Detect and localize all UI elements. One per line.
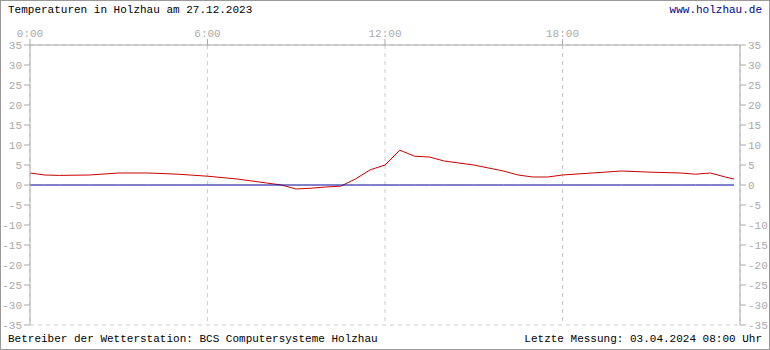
html-text:Temperaturen in Holzhau am 27.: Temperaturen in Holzhau am 27.12.2023 — [8, 4, 253, 16]
html-text:www.holzhau.de: www.holzhau.de — [669, 4, 762, 16]
html-text:Betreiber der Wetterstation: B: Betreiber der Wetterstation: BCS Compute… — [8, 333, 378, 345]
svg-text:12:00: 12:00 — [368, 28, 401, 40]
svg-text:5: 5 — [748, 160, 755, 172]
svg-text:18:00: 18:00 — [546, 28, 579, 40]
svg-text:-35: -35 — [8, 320, 22, 332]
svg-text:6:00: 6:00 — [194, 28, 220, 40]
svg-text:35: 35 — [9, 40, 22, 52]
svg-text:30: 30 — [9, 60, 22, 72]
svg-text:-25: -25 — [748, 280, 762, 292]
svg-text:-30: -30 — [748, 300, 762, 312]
svg-text:15: 15 — [9, 120, 22, 132]
svg-text:25: 25 — [748, 80, 761, 92]
svg-text:-35: -35 — [748, 320, 762, 332]
svg-text:-20: -20 — [8, 260, 22, 272]
svg-text:10: 10 — [748, 140, 761, 152]
svg-text:5: 5 — [15, 160, 22, 172]
svg-text:0: 0 — [748, 180, 755, 192]
svg-text:-15: -15 — [8, 240, 22, 252]
svg-text:-20: -20 — [748, 260, 762, 272]
svg-text:30: 30 — [748, 60, 761, 72]
svg-text:0: 0 — [15, 180, 22, 192]
svg-text:-5: -5 — [748, 200, 761, 212]
svg-text:35: 35 — [748, 40, 761, 52]
svg-text:20: 20 — [9, 100, 22, 112]
svg-text:-15: -15 — [748, 240, 762, 252]
svg-text:20: 20 — [748, 100, 761, 112]
svg-text:25: 25 — [9, 80, 22, 92]
svg-text:0:00: 0:00 — [17, 28, 43, 40]
svg-text:-25: -25 — [8, 280, 22, 292]
svg-text:-30: -30 — [8, 300, 22, 312]
svg-text:15: 15 — [748, 120, 761, 132]
svg-text:10: 10 — [9, 140, 22, 152]
html-text:Letzte Messung: 03.04.2024 08:: Letzte Messung: 03.04.2024 08:00 Uhr — [524, 333, 762, 345]
svg-text:-10: -10 — [8, 220, 22, 232]
svg-text:-5: -5 — [9, 200, 22, 212]
svg-text:-10: -10 — [748, 220, 762, 232]
